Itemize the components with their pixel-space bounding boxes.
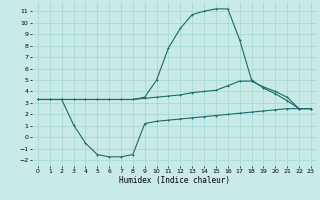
X-axis label: Humidex (Indice chaleur): Humidex (Indice chaleur) [119,176,230,185]
